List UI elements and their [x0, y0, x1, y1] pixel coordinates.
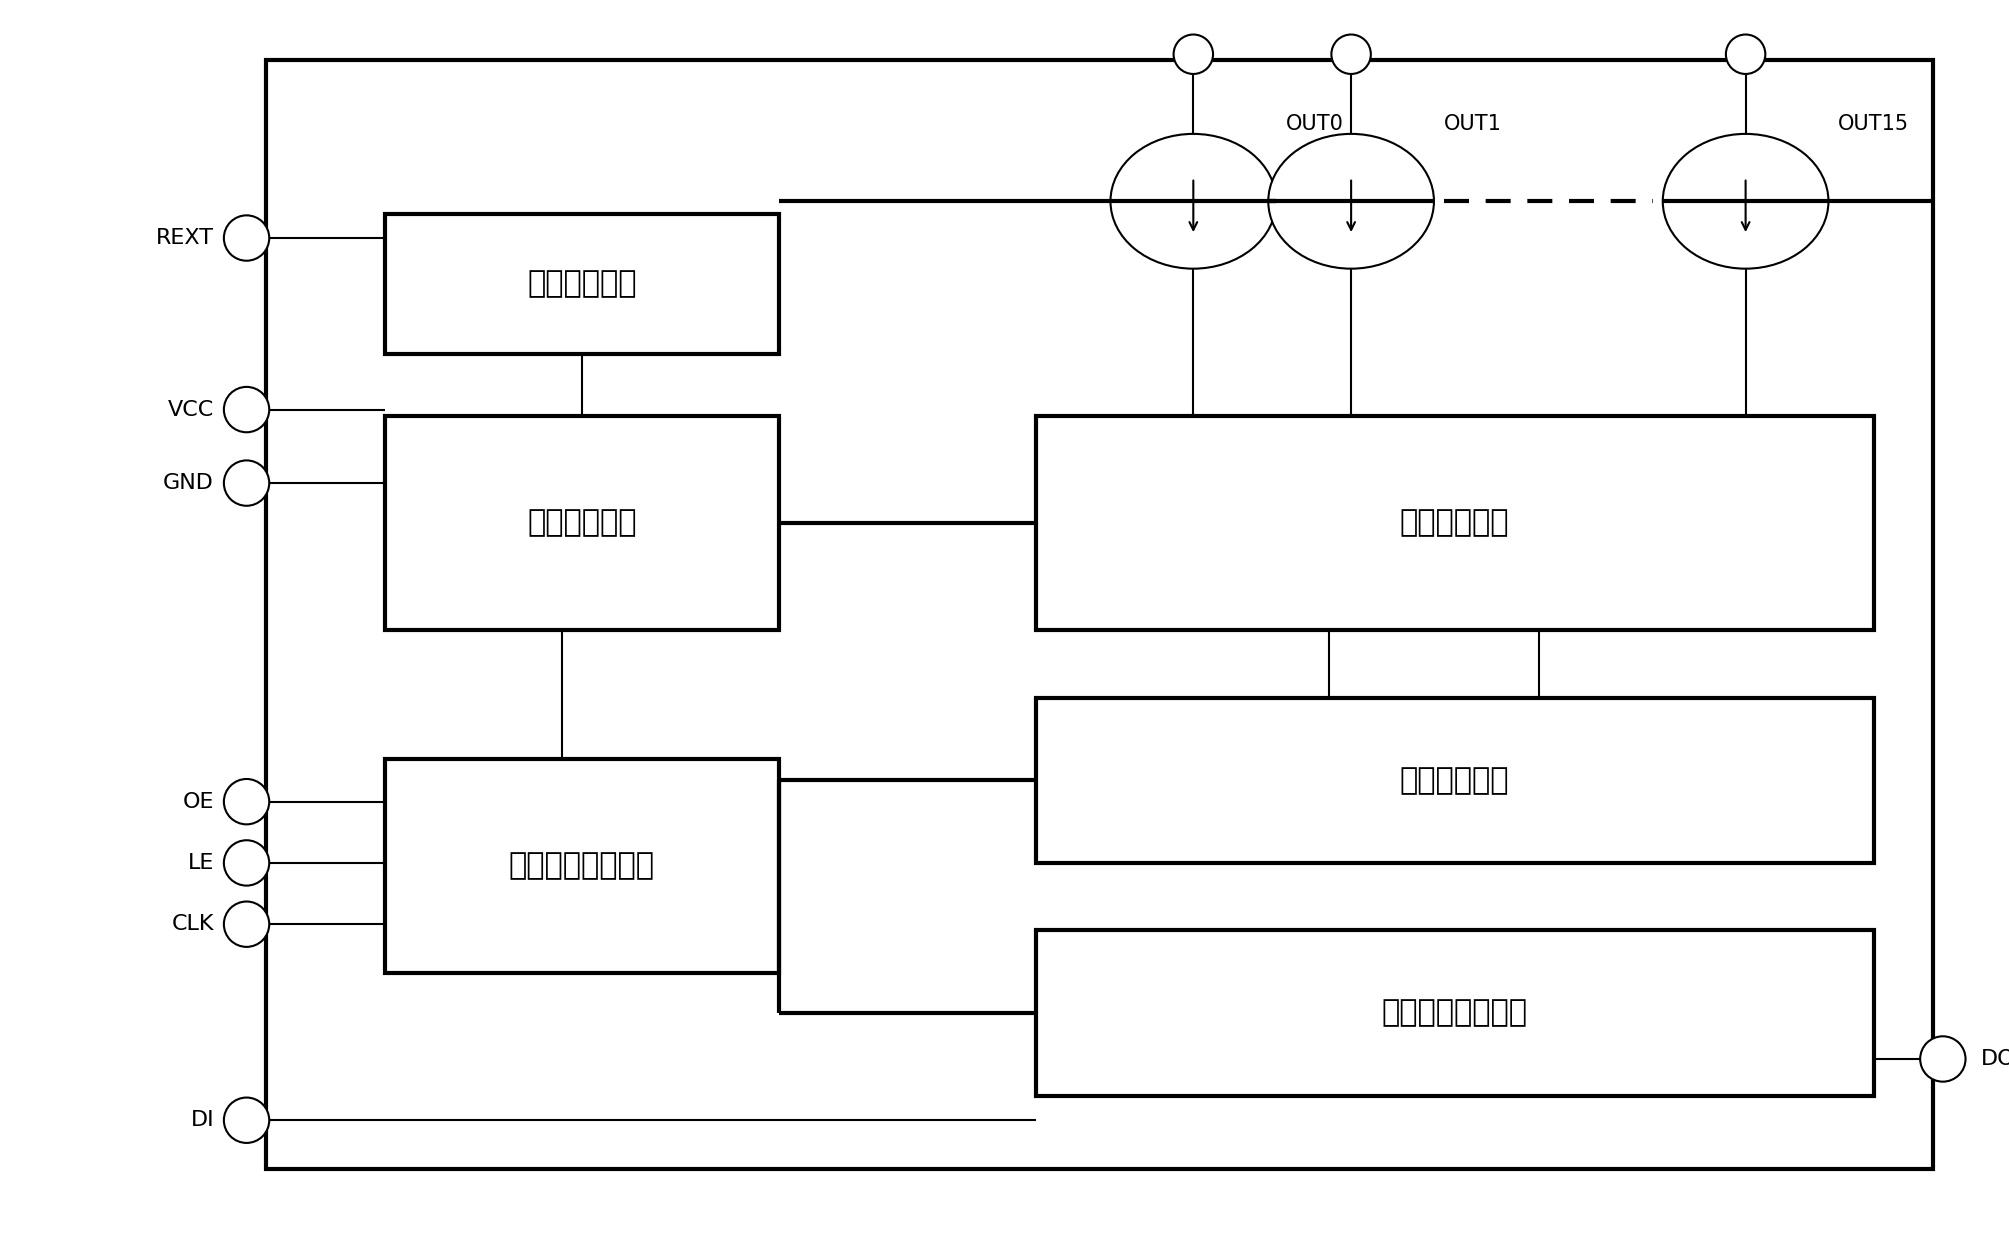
Text: 控制总线接口模块: 控制总线接口模块 — [508, 851, 655, 881]
Text: LE: LE — [187, 852, 215, 872]
Circle shape — [1332, 35, 1370, 74]
Circle shape — [1921, 1036, 1965, 1082]
Bar — [384, 416, 779, 630]
Text: GND: GND — [163, 473, 215, 493]
Circle shape — [223, 779, 269, 825]
Bar — [1035, 930, 1874, 1096]
Text: 电流调节模块: 电流调节模块 — [526, 270, 637, 298]
Text: DO: DO — [1981, 1050, 2009, 1070]
Text: VCC: VCC — [169, 399, 215, 419]
Circle shape — [223, 461, 269, 505]
Circle shape — [223, 216, 269, 261]
Text: OE: OE — [183, 791, 215, 811]
Circle shape — [223, 1097, 269, 1143]
Text: OUT1: OUT1 — [1444, 114, 1501, 134]
Circle shape — [223, 387, 269, 432]
Bar — [384, 759, 779, 973]
Bar — [1035, 698, 1874, 862]
Text: 并行寄存模块: 并行寄存模块 — [1400, 766, 1509, 795]
Ellipse shape — [1111, 134, 1276, 268]
Circle shape — [223, 840, 269, 886]
Circle shape — [1173, 35, 1213, 74]
Circle shape — [1726, 35, 1766, 74]
Circle shape — [223, 901, 269, 947]
Text: OUT0: OUT0 — [1286, 114, 1344, 134]
Text: OUT15: OUT15 — [1838, 114, 1909, 134]
Ellipse shape — [1268, 134, 1434, 268]
Bar — [267, 60, 1933, 1169]
Ellipse shape — [1663, 134, 1828, 268]
Text: REXT: REXT — [157, 228, 215, 248]
Text: 串行移位寄存模块: 串行移位寄存模块 — [1382, 998, 1527, 1027]
Text: 控制寄存模块: 控制寄存模块 — [526, 508, 637, 538]
Bar — [384, 213, 779, 354]
Text: CLK: CLK — [171, 915, 215, 935]
Text: 输出控制模块: 输出控制模块 — [1400, 508, 1509, 538]
Bar — [1035, 416, 1874, 630]
Text: DI: DI — [191, 1111, 215, 1131]
